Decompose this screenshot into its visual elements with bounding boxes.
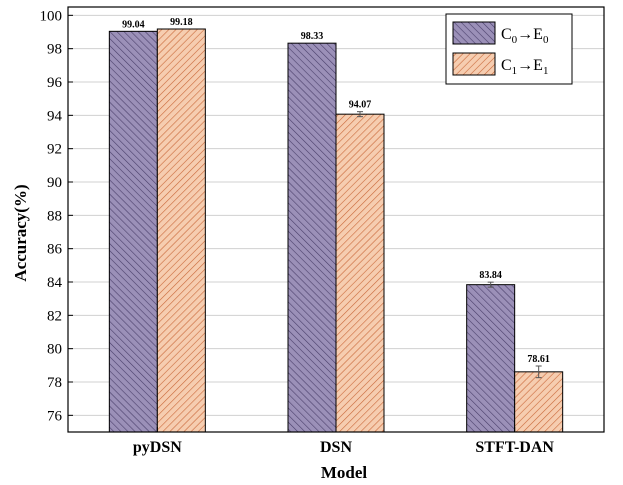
legend-swatch [452,52,496,76]
y-tick-label: 84 [47,275,63,291]
y-tick-label: 94 [47,108,63,124]
bar [108,30,158,433]
legend-label-part: 1 [543,65,549,77]
legend-label-part: C [501,57,512,74]
x-tick-label: STFT-DAN [475,439,554,456]
data-label: 78.61 [527,354,550,365]
data-label: 99.18 [170,17,193,28]
y-tick-label: 76 [47,408,63,424]
legend-label-part: 1 [512,65,518,77]
y-tick-label: 80 [47,342,62,358]
y-tick-label: 86 [47,242,63,258]
y-tick-label: 90 [47,175,62,191]
x-tick-label: pyDSN [133,439,182,456]
bar [287,42,337,433]
legend-label-part: → [517,57,533,74]
y-tick-label: 98 [47,42,62,58]
legend-label-part: C [501,26,512,43]
legend-label-part: → [517,26,533,43]
x-axis-title: Model [321,463,368,482]
legend-swatch [452,21,496,45]
y-tick-label: 78 [47,375,62,391]
y-tick-label: 88 [47,208,62,224]
y-tick-label: 82 [47,308,62,324]
data-label: 83.84 [479,270,502,281]
data-label: 98.33 [301,31,324,42]
y-tick-label: 100 [40,8,63,24]
bar [335,113,385,433]
y-tick-label: 92 [47,142,62,158]
y-tick-label: 96 [47,75,63,91]
bars: 99.04 99.18 98.33 94.07 83.84 78.61 [108,17,564,433]
bar [466,284,516,433]
y-axis-title: Accuracy(%) [11,184,30,281]
data-label: 94.07 [349,100,372,111]
legend-label-part: E [533,26,543,43]
bar [514,371,564,433]
data-label: 99.04 [122,19,145,30]
x-tick-label: DSN [320,439,352,456]
legend-label: C1→E1 [501,57,548,77]
legend-label-part: 0 [512,34,518,46]
legend-label-part: 0 [543,34,549,46]
legend-label: C0→E0 [501,26,549,46]
bar [156,28,206,433]
legend-label-part: E [533,57,543,74]
